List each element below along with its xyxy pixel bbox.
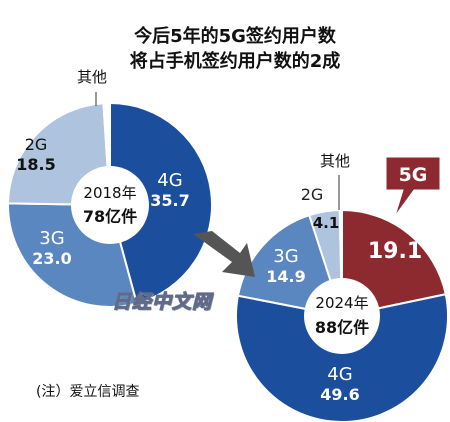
pie2-label-4g: 4G bbox=[327, 364, 352, 385]
pie1-value-3g: 23.0 bbox=[32, 249, 71, 268]
pie1-center-total: 78亿件 bbox=[83, 207, 137, 226]
pie2-value-2g: 4.1 bbox=[313, 214, 340, 232]
pie2-center-year: 2024年 bbox=[315, 294, 368, 312]
pie2-center-total: 88亿件 bbox=[315, 318, 369, 337]
transition-arrow bbox=[193, 231, 255, 277]
source-note: (注）爱立信调查 bbox=[36, 384, 140, 400]
pie1-label-3g: 3G bbox=[39, 228, 64, 249]
pie2-label-other: 其他 bbox=[320, 152, 350, 170]
pie1-value-4g: 35.7 bbox=[150, 191, 189, 210]
pie2-value-5g: 19.1 bbox=[368, 239, 422, 264]
watermark-logo: 日经中文网 bbox=[111, 291, 213, 314]
pie1-center-hole bbox=[71, 166, 149, 244]
pie2-label-3g: 3G bbox=[273, 246, 298, 267]
callout-5g-box bbox=[385, 156, 441, 217]
pie1-label-other: 其他 bbox=[77, 68, 107, 86]
chart-title-line-1: 今后5年的5G签约用户数 bbox=[134, 26, 336, 47]
pie2-value-3g: 14.9 bbox=[266, 267, 305, 286]
pie2-value-4g: 49.6 bbox=[320, 385, 359, 404]
pie1-label-2g: 2G bbox=[25, 135, 48, 154]
pie2-center-hole bbox=[304, 278, 380, 354]
pie1-center-year: 2018年 bbox=[83, 184, 136, 202]
callout-5g-label: 5G bbox=[399, 164, 428, 186]
pie1-slice-4g bbox=[109, 101, 214, 305]
chart-title-line-2: 将占手机签约用户数的2成 bbox=[129, 51, 341, 72]
pie1-value-2g: 18.5 bbox=[16, 155, 55, 174]
pie2-label-2g: 2G bbox=[301, 185, 324, 204]
pie1-label-4g: 4G bbox=[157, 170, 182, 191]
